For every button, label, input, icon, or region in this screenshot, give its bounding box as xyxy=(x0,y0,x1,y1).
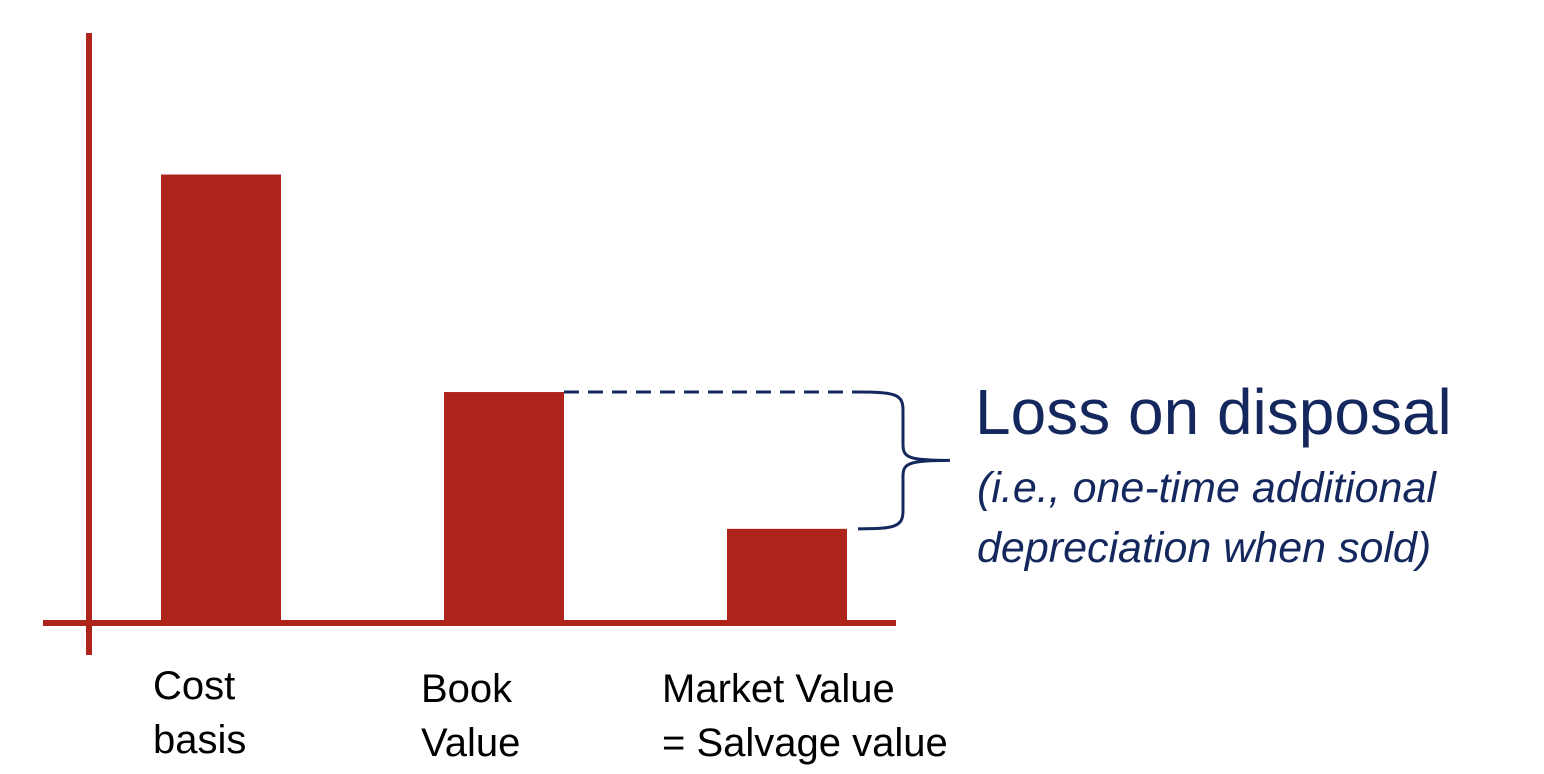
annotation-subtitle-line-1: (i.e., one-time additional xyxy=(977,464,1436,512)
category-label-line: Book xyxy=(421,667,513,711)
loss-bracket xyxy=(564,390,951,531)
bar-cost-basis xyxy=(161,174,281,624)
category-label-line: basis xyxy=(153,718,247,762)
curly-brace xyxy=(857,390,951,531)
annotation-subtitle-line-2: depreciation when sold) xyxy=(977,524,1432,572)
bar-market-value xyxy=(727,528,847,623)
category-label-market-value: Market Value = Salvage value xyxy=(662,662,948,770)
category-label-line: Cost xyxy=(153,664,236,708)
category-label-line: Value xyxy=(421,721,521,765)
annotation-title: Loss on disposal xyxy=(975,376,1452,448)
category-label-cost-basis: Cost basis xyxy=(153,659,246,767)
bar-book-value xyxy=(444,392,564,623)
category-label-line: = Salvage value xyxy=(662,721,948,765)
category-label-book-value: Book Value xyxy=(421,662,520,770)
category-label-line: Market Value xyxy=(662,667,895,711)
bars xyxy=(161,174,847,624)
